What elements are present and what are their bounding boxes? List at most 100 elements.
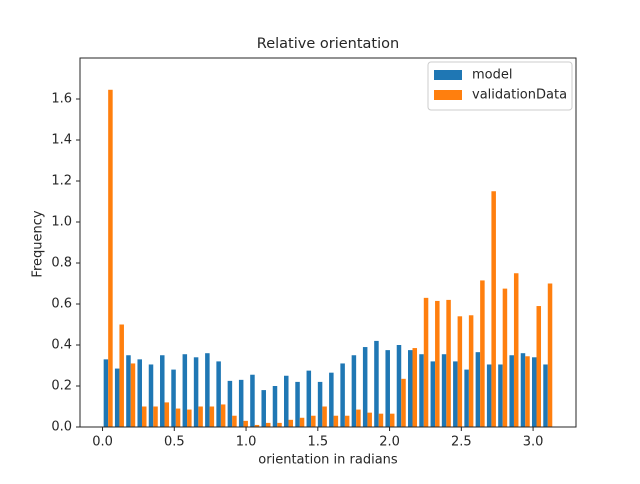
bar: [272, 386, 278, 427]
bar: [220, 404, 226, 427]
x-tick-label: 0.5: [164, 435, 185, 450]
bar: [374, 340, 379, 427]
bar: [435, 300, 440, 427]
bar: [543, 364, 548, 427]
bar: [389, 413, 395, 427]
bar: [502, 288, 508, 427]
legend-swatch: [434, 90, 462, 100]
bar: [423, 297, 429, 427]
bar: [317, 381, 323, 427]
x-tick-label: 1.0: [236, 435, 257, 450]
y-axis-label: Frequency: [31, 210, 46, 277]
bar: [464, 369, 469, 427]
bar: [367, 412, 372, 427]
bar: [119, 324, 124, 427]
bar: [295, 381, 300, 427]
x-tick-label: 2.5: [451, 435, 472, 450]
bar: [182, 354, 188, 427]
bar: [164, 402, 170, 427]
bar: [333, 415, 339, 427]
bar: [351, 355, 357, 427]
x-tick-label: 1.5: [307, 435, 328, 450]
y-tick-label: 0.0: [51, 420, 72, 435]
bar: [153, 406, 158, 427]
y-tick-label: 1.0: [51, 215, 72, 230]
bar: [547, 283, 553, 427]
bar: [419, 354, 424, 427]
bar: [509, 355, 514, 427]
chart-title: Relative orientation: [257, 36, 399, 52]
bar: [520, 353, 526, 427]
bar: [322, 406, 327, 427]
bar: [441, 354, 447, 427]
bar: [340, 363, 345, 427]
bar: [284, 375, 289, 427]
legend-swatch: [434, 70, 462, 80]
bar: [232, 415, 237, 427]
bar: [205, 353, 210, 427]
bar: [227, 380, 233, 427]
bar: [468, 315, 474, 427]
bar: [209, 406, 215, 427]
bar: [486, 364, 492, 427]
bar: [362, 347, 368, 427]
bar: [175, 408, 181, 427]
x-tick-label: 3.0: [523, 435, 544, 450]
y-tick-label: 1.4: [51, 133, 72, 148]
y-tick-label: 1.6: [51, 92, 72, 107]
legend-label: validationData: [472, 88, 567, 103]
bar: [480, 280, 485, 427]
bar: [103, 359, 109, 427]
bar: [525, 356, 530, 427]
bar: [513, 273, 519, 427]
bar: [457, 316, 463, 427]
bar: [254, 424, 260, 427]
bar: [141, 406, 147, 427]
bar: [171, 369, 176, 427]
bar: [130, 363, 136, 427]
bar: [238, 379, 244, 427]
plot-frame: [79, 57, 577, 428]
bar: [265, 422, 271, 427]
bar: [498, 364, 503, 427]
bar: [148, 364, 154, 427]
bar: [198, 406, 203, 427]
bar: [329, 372, 334, 427]
bar: [261, 390, 266, 427]
bar: [453, 361, 458, 427]
bar: [160, 355, 165, 427]
bar: [299, 417, 305, 427]
bar: [491, 191, 496, 427]
bar: [446, 299, 451, 427]
y-tick-label: 0.4: [51, 338, 72, 353]
bar: [408, 350, 413, 427]
bar: [430, 361, 436, 427]
x-tick-label: 0.0: [92, 435, 113, 450]
bar: [401, 378, 406, 427]
y-tick-label: 0.8: [51, 256, 72, 271]
bar: [187, 409, 192, 427]
bar: [277, 422, 282, 427]
bar: [126, 355, 131, 427]
x-axis-label: orientation in radians: [258, 453, 398, 468]
bar: [396, 345, 402, 427]
bar: [306, 370, 312, 427]
bar: [243, 420, 248, 427]
bar: [311, 415, 316, 427]
bar: [137, 359, 142, 427]
bar: [216, 361, 221, 427]
y-tick-label: 0.6: [51, 297, 72, 312]
bar: [536, 306, 542, 427]
bar: [385, 350, 390, 427]
bar: [250, 374, 255, 427]
bar: [344, 415, 350, 427]
legend-label: model: [472, 68, 512, 83]
bar: [108, 89, 113, 428]
x-tick-label: 2.0: [379, 435, 400, 450]
bar: [356, 409, 361, 427]
legend-box: [427, 61, 573, 111]
bar: [378, 413, 384, 427]
bar: [114, 368, 120, 427]
bar: [531, 357, 537, 427]
